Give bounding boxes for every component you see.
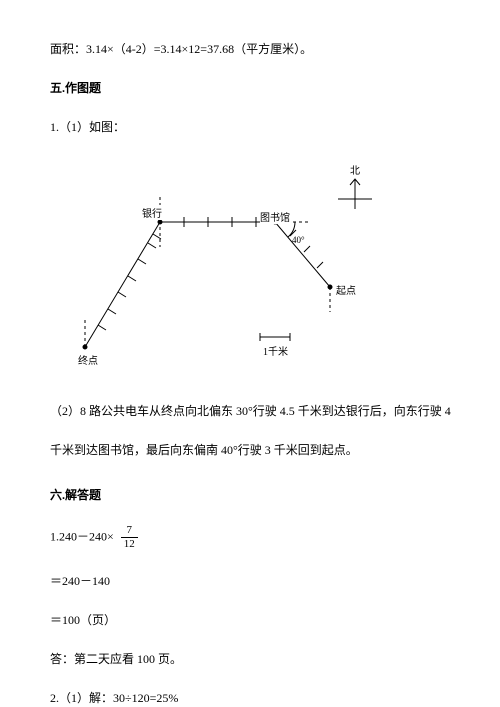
section5-item1: 1.（1）如图： [50, 118, 450, 135]
label-bank: 银行 [142, 205, 162, 220]
q1-fraction: 7 12 [121, 525, 138, 550]
section6-heading: 六.解答题 [50, 486, 450, 503]
q1-step2: ＝100（页） [50, 611, 450, 628]
area-formula-line: 面积：3.14×（4-2）=3.14×12=37.68（平方厘米）。 [50, 40, 450, 57]
route-diagram: 北 银行 图书馆 40° 起点 终点 1千米 [50, 157, 410, 377]
q1-frac-num: 7 [121, 525, 138, 537]
label-angle: 40° [292, 235, 305, 245]
section5-item2-line1: （2）8 路公共电车从终点向北偏东 30°行驶 4.5 千米到达银行后，向东行驶… [50, 402, 450, 419]
diagram-svg [50, 157, 410, 377]
q1-answer: 答：第二天应看 100 页。 [50, 650, 450, 667]
label-north: 北 [350, 162, 360, 177]
label-scale: 1千米 [263, 343, 288, 358]
section5-heading: 五.作图题 [50, 79, 450, 96]
q1-frac-den: 12 [121, 537, 138, 550]
label-end: 终点 [78, 352, 98, 367]
q1-prefix: 1.240－240× [50, 529, 114, 543]
q1-step1: ＝240－140 [50, 572, 450, 589]
label-library: 图书馆 [260, 209, 290, 224]
section5-item2-line2: 千米到达图书馆，最后向东偏南 40°行驶 3 千米回到起点。 [50, 441, 450, 458]
label-start: 起点 [336, 282, 356, 297]
q1-expression: 1.240－240× 7 12 [50, 525, 450, 550]
q2-line: 2.（1）解：30÷120=25% [50, 689, 450, 706]
